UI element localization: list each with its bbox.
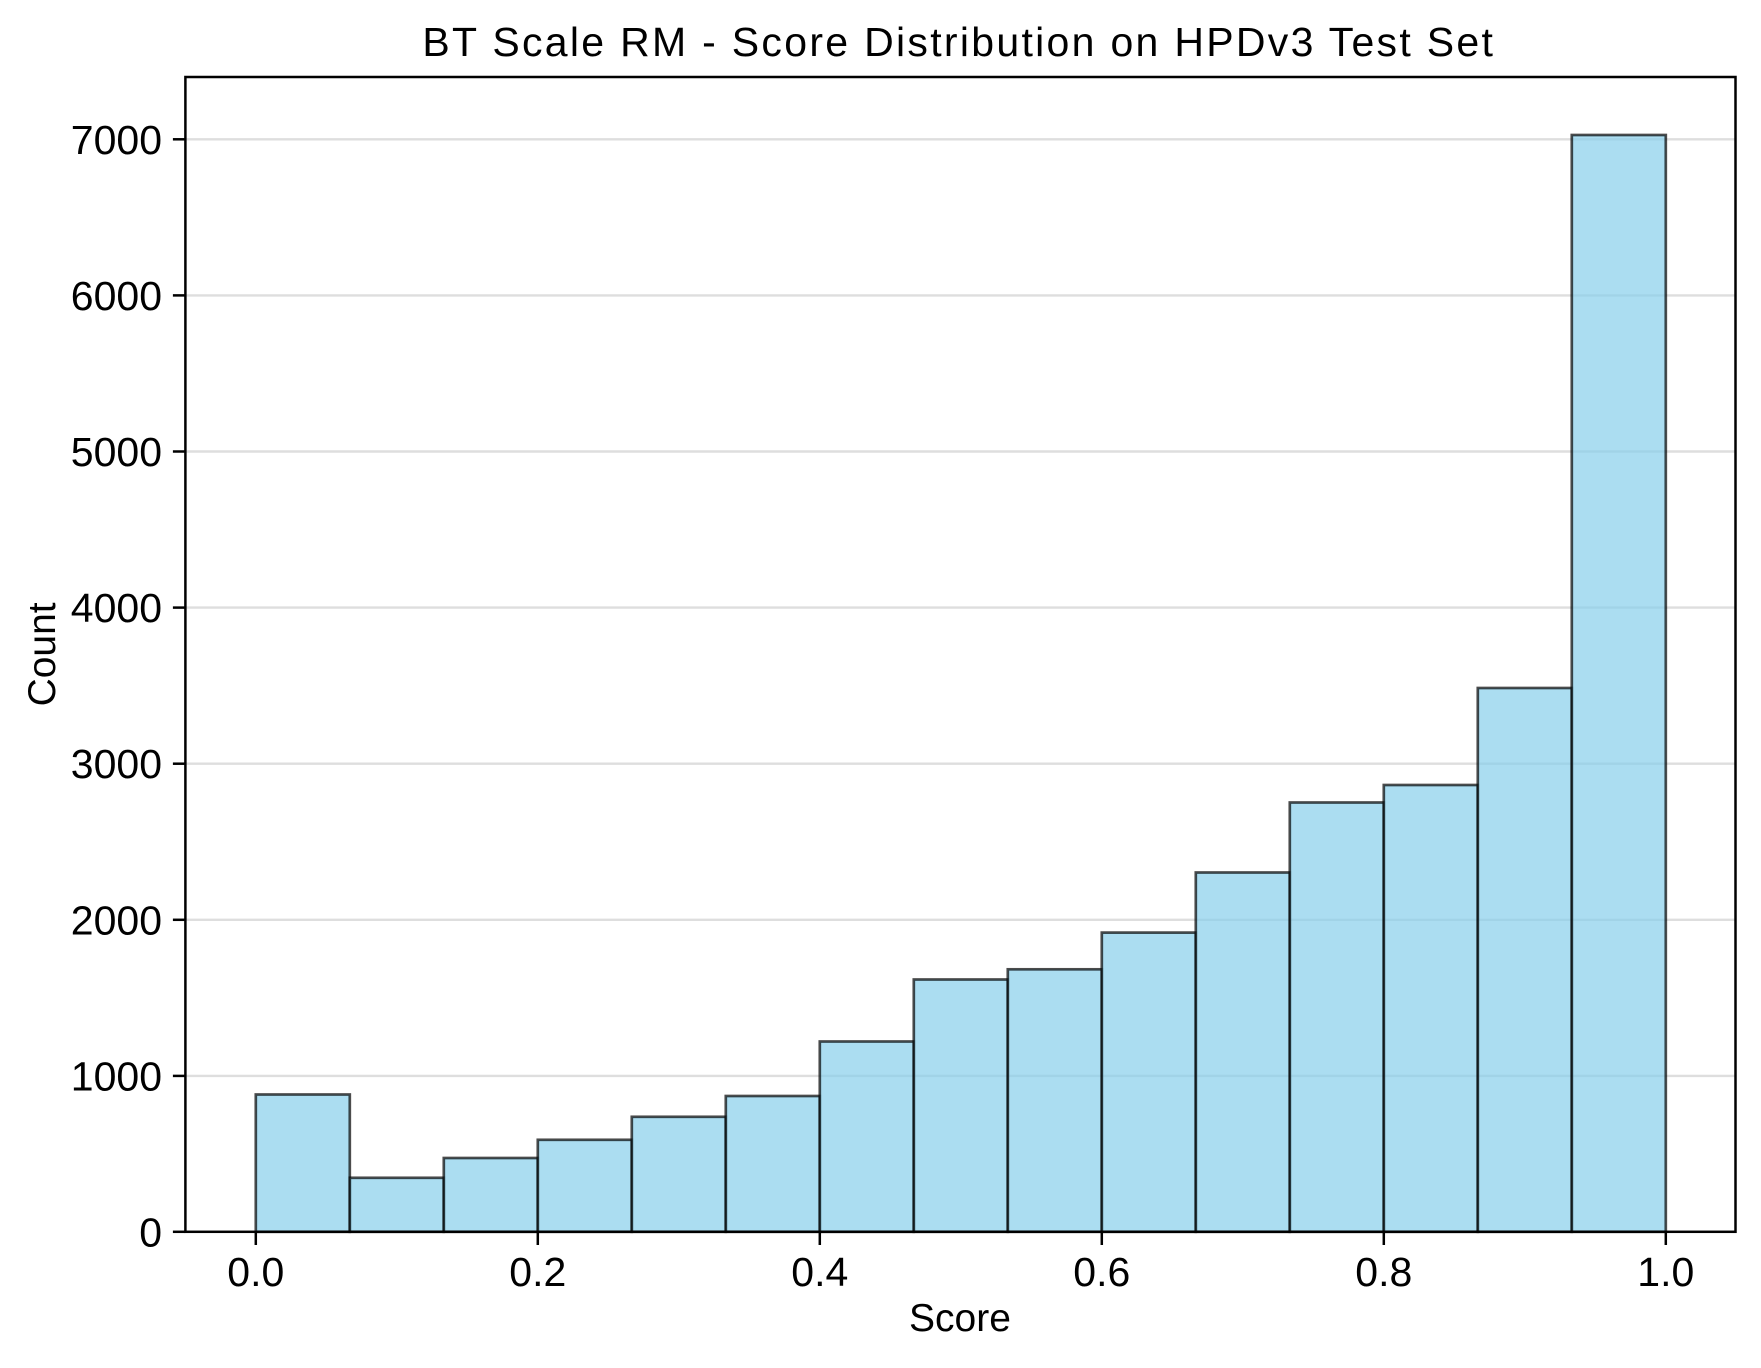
svg-text:BT Scale RM - Score Distributi: BT Scale RM - Score Distribution on HPDv…	[422, 19, 1495, 65]
svg-text:0.8: 0.8	[1355, 1249, 1412, 1295]
svg-text:5000: 5000	[71, 429, 162, 475]
svg-text:Score: Score	[909, 1297, 1011, 1340]
svg-text:0.4: 0.4	[791, 1249, 848, 1295]
svg-text:2000: 2000	[71, 897, 162, 943]
svg-text:4000: 4000	[71, 585, 162, 631]
svg-text:1.0: 1.0	[1637, 1249, 1694, 1295]
svg-text:6000: 6000	[71, 273, 162, 319]
svg-text:0.2: 0.2	[509, 1249, 566, 1295]
svg-text:Count: Count	[21, 602, 64, 706]
svg-text:0.0: 0.0	[227, 1249, 284, 1295]
svg-text:3000: 3000	[71, 741, 162, 787]
svg-text:0: 0	[139, 1209, 162, 1255]
svg-text:1000: 1000	[71, 1053, 162, 1099]
svg-text:0.6: 0.6	[1073, 1249, 1130, 1295]
svg-text:7000: 7000	[71, 117, 162, 163]
